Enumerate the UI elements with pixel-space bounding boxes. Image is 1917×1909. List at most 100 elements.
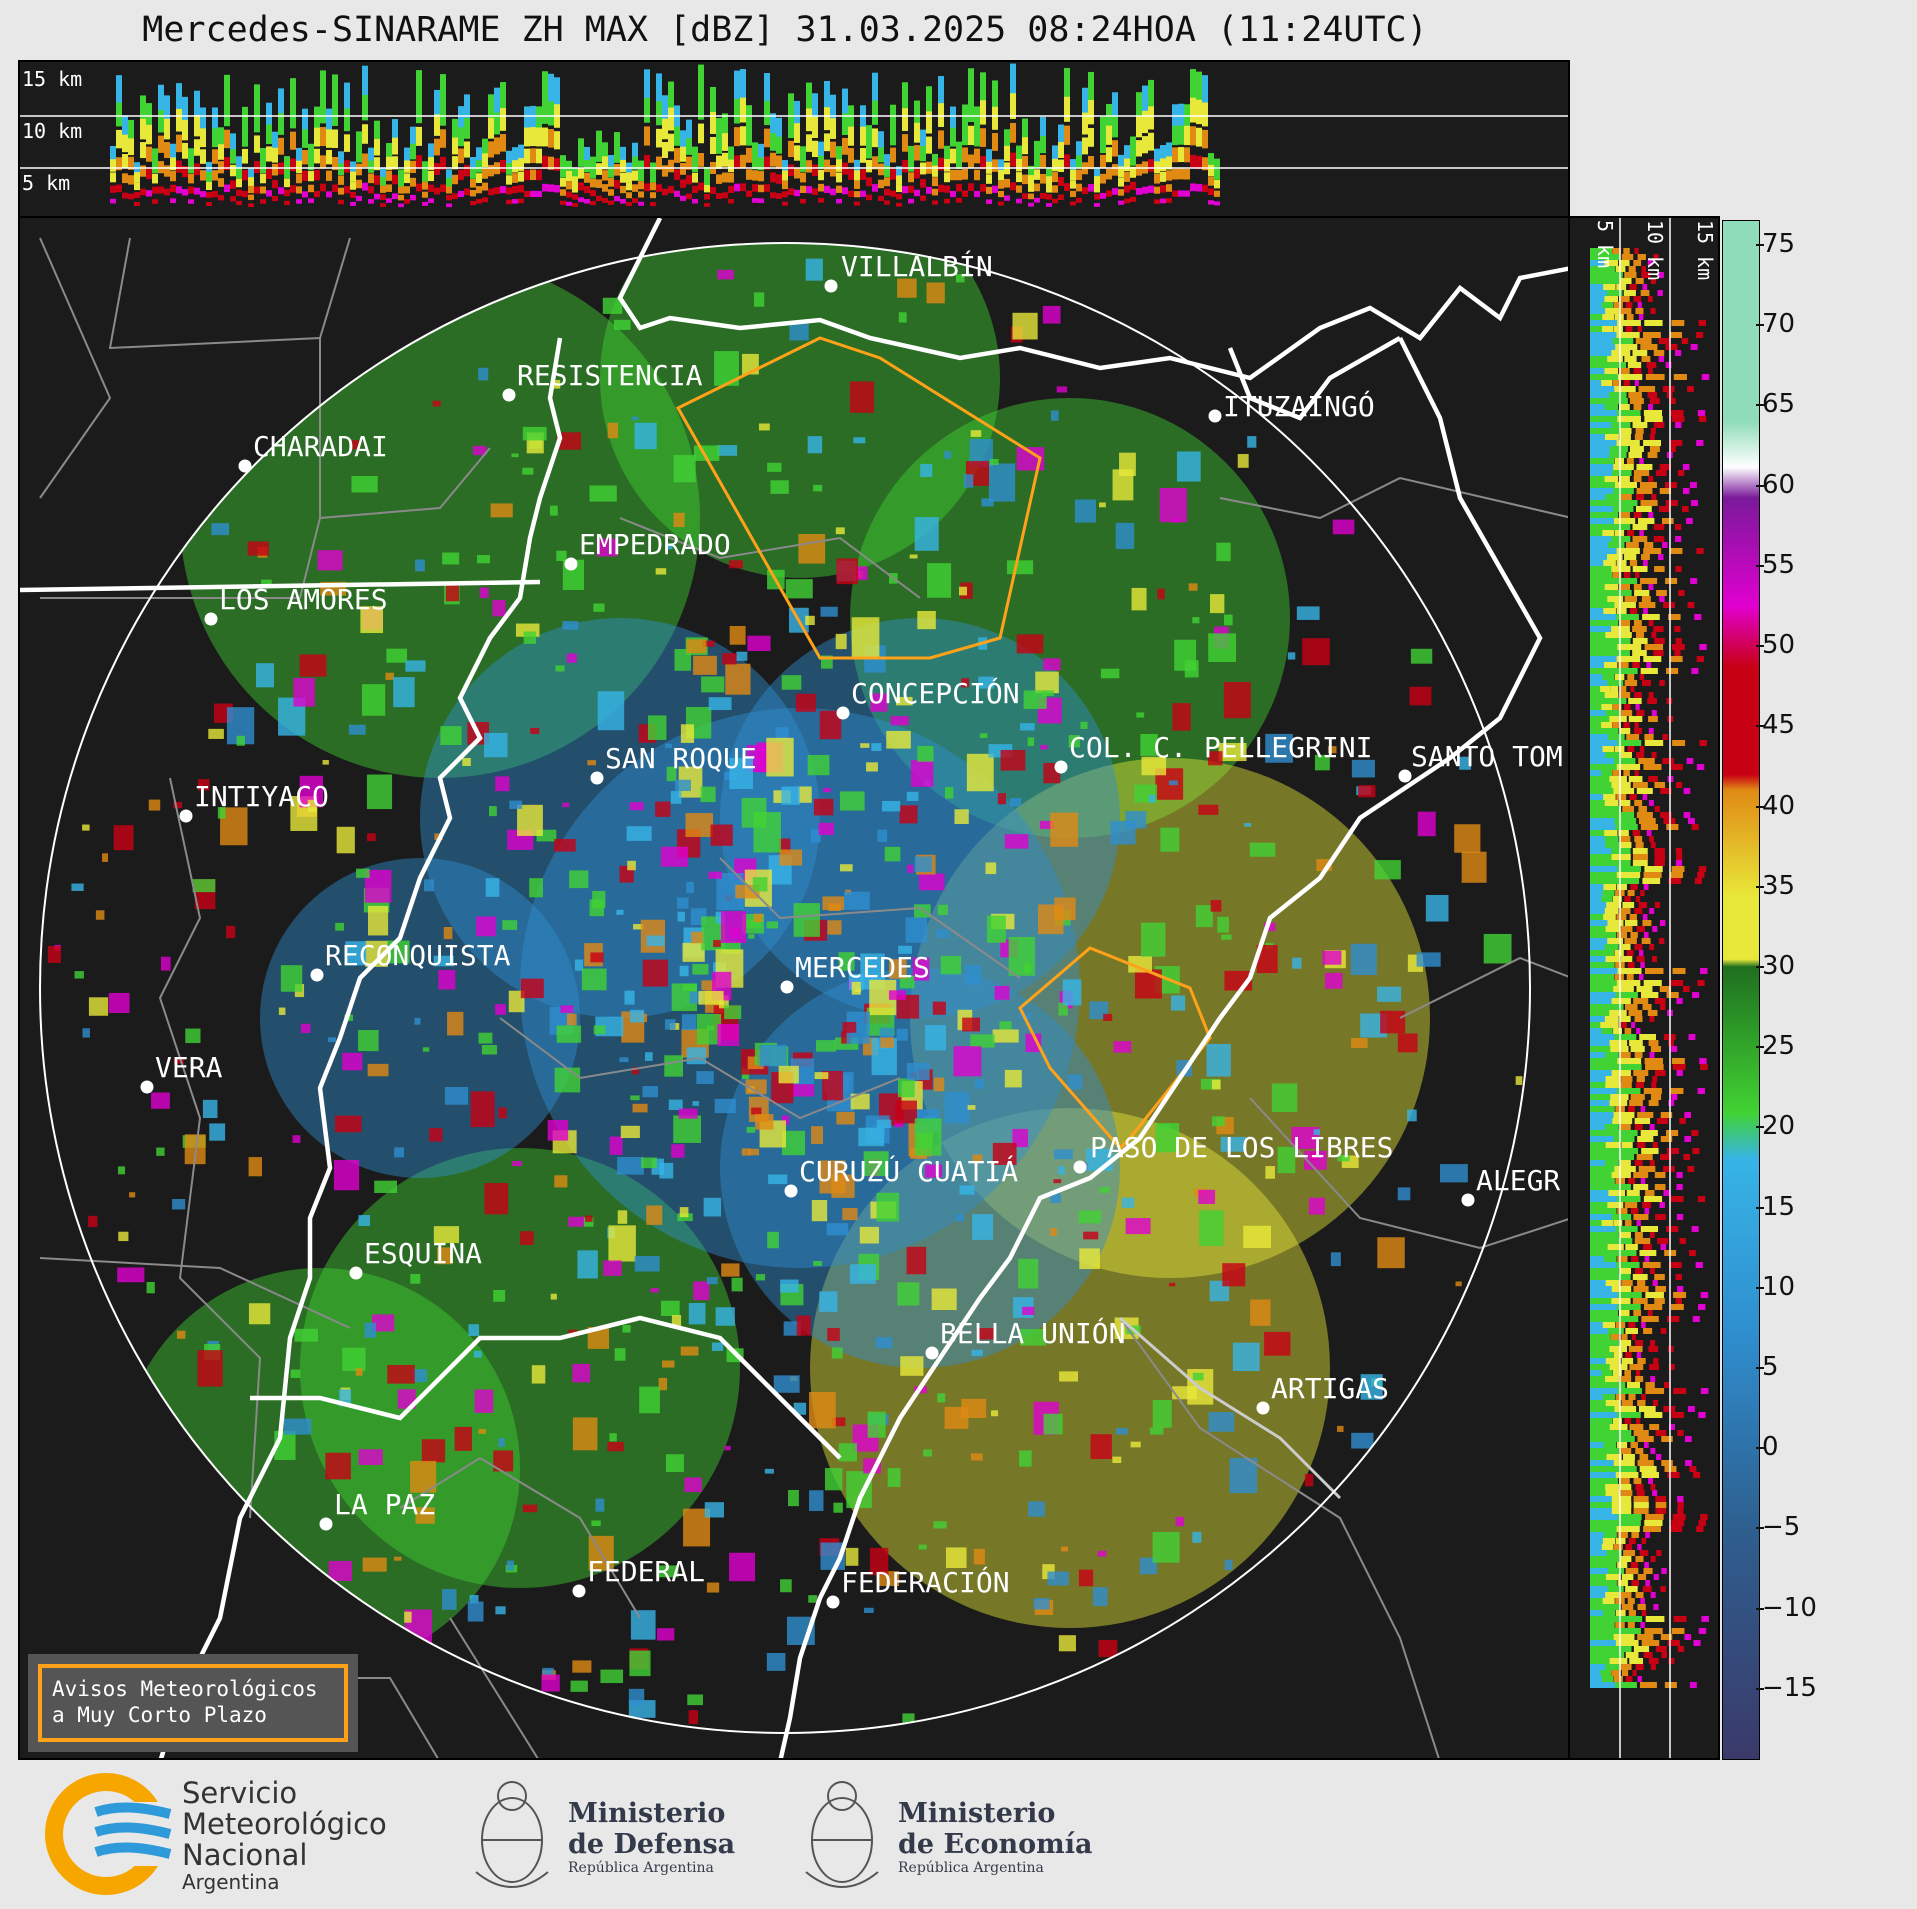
logo-graphics: [45, 1773, 879, 1895]
svg-text:INTIYACO: INTIYACO: [194, 780, 329, 813]
svg-text:CONCEPCIÓN: CONCEPCIÓN: [851, 676, 1020, 710]
smn-line-2: Meteorológico: [182, 1807, 387, 1841]
defensa-shield-icon: [475, 1781, 549, 1888]
svg-text:VILLALBÍN: VILLALBÍN: [841, 249, 993, 283]
svg-text:SANTO TOM: SANTO TOM: [1411, 740, 1563, 773]
svg-text:FEDERACIÓN: FEDERACIÓN: [841, 1565, 1010, 1599]
city-los-amores[interactable]: LOS AMORES: [204, 583, 388, 626]
colorbar-tick: 15: [1755, 1191, 1796, 1222]
colorbar-tick: 60: [1755, 469, 1796, 500]
city-labels: VILLALBÍN RESISTENCIA CHARADAI ITUZAINGÓ…: [140, 249, 1563, 1609]
svg-text:PASO DE LOS LIBRES: PASO DE LOS LIBRES: [1090, 1131, 1393, 1164]
city-villalbin[interactable]: VILLALBÍN: [824, 249, 993, 293]
smn-line-3: Nacional: [182, 1838, 308, 1872]
warnings-legend-box[interactable]: Avisos Meteorológicos a Muy Corto Plazo: [28, 1654, 358, 1752]
smn-line-4: Argentina: [182, 1870, 280, 1894]
city-empedrado[interactable]: EMPEDRADO: [564, 528, 731, 571]
colorbar-tick: 70: [1755, 309, 1796, 340]
colorbar-tick: −10: [1756, 1592, 1817, 1623]
svg-text:EMPEDRADO: EMPEDRADO: [579, 528, 731, 561]
legend-line-2: a Muy Corto Plazo: [52, 1703, 267, 1727]
svg-text:RECONQUISTA: RECONQUISTA: [325, 939, 511, 972]
svg-text:FEDERAL: FEDERAL: [587, 1555, 705, 1588]
city-charadai[interactable]: CHARADAI: [238, 430, 388, 473]
city-paso-de-los-libres[interactable]: PASO DE LOS LIBRES: [1073, 1131, 1394, 1174]
svg-text:SAN ROQUE: SAN ROQUE: [605, 742, 757, 775]
svg-text:ARTIGAS: ARTIGAS: [1271, 1372, 1389, 1405]
top-profile-svg: 15 km 10 km 5 km: [20, 63, 1568, 208]
city-la-paz[interactable]: LA PAZ: [319, 1488, 436, 1531]
smn-logo-icon: [45, 1773, 172, 1895]
city-reconquista[interactable]: RECONQUISTA: [310, 939, 511, 982]
svg-text:LA PAZ: LA PAZ: [334, 1488, 435, 1521]
top-vertical-profile: 15 km 10 km 5 km: [18, 60, 1570, 218]
colorbar-tick: 35: [1755, 870, 1796, 901]
colorbar-tick: 50: [1755, 630, 1796, 661]
city-federacion[interactable]: FEDERACIÓN: [826, 1565, 1010, 1609]
city-san-roque[interactable]: SAN ROQUE: [590, 742, 757, 785]
city-mercedes[interactable]: MERCEDES: [780, 951, 930, 994]
colorbar-tick: 75: [1755, 229, 1796, 260]
colorbar-tick: 40: [1755, 790, 1796, 821]
international-border: [1119, 1316, 1342, 1500]
colorbar-tick: 65: [1755, 389, 1796, 420]
svg-text:MERCEDES: MERCEDES: [795, 951, 930, 984]
legend-line-1: Avisos Meteorológicos: [52, 1677, 318, 1701]
smn-line-1: Servicio: [182, 1776, 298, 1810]
svg-text:CHARADAI: CHARADAI: [253, 430, 388, 463]
top-label-10km: 10 km: [22, 119, 82, 143]
economia-line-1: Ministerio: [898, 1798, 1056, 1829]
colorbar-tick: 25: [1755, 1031, 1796, 1062]
side-profile-svg: 5 km 10 km 15 km: [1590, 218, 1717, 1758]
radar-map[interactable]: VILLALBÍN RESISTENCIA CHARADAI ITUZAINGÓ…: [18, 216, 1570, 1760]
colorbar-tick: −15: [1756, 1672, 1817, 1703]
colorbar-tick: 5: [1756, 1351, 1779, 1382]
colorbar-tick: 0: [1756, 1432, 1779, 1463]
svg-text:ALEGR: ALEGR: [1476, 1164, 1560, 1197]
side-vertical-profile: 5 km 10 km 15 km: [1568, 216, 1720, 1760]
colorbar-tick: 10: [1755, 1271, 1796, 1302]
city-alegrete[interactable]: ALEGR: [1461, 1164, 1561, 1207]
city-curuzu-cuatia[interactable]: CURUZÚ CUATIÁ: [784, 1154, 1019, 1198]
range-ring: [39, 242, 1531, 1734]
city-resistencia[interactable]: RESISTENCIA: [502, 359, 703, 402]
svg-text:BELLA UNIÓN: BELLA UNIÓN: [940, 1316, 1125, 1350]
colorbar-tick: −5: [1755, 1512, 1801, 1543]
economia-line-2: de Economía: [898, 1829, 1093, 1860]
city-bella-union[interactable]: BELLA UNIÓN: [925, 1316, 1126, 1360]
economia-line-3: República Argentina: [898, 1860, 1044, 1876]
svg-text:ITUZAINGÓ: ITUZAINGÓ: [1223, 389, 1375, 423]
colorbar-tick: 20: [1755, 1111, 1796, 1142]
city-artigas[interactable]: ARTIGAS: [1256, 1372, 1390, 1415]
svg-text:CURUZÚ CUATIÁ: CURUZÚ CUATIÁ: [799, 1154, 1018, 1188]
city-vera[interactable]: VERA: [140, 1051, 223, 1094]
city-ituzaingo[interactable]: ITUZAINGÓ: [1208, 389, 1375, 423]
city-col-c-pellegrini[interactable]: COL. C. PELLEGRINI: [1054, 731, 1373, 774]
city-concepcion[interactable]: CONCEPCIÓN: [836, 676, 1020, 720]
colorbar-tick: 30: [1755, 950, 1796, 981]
dbz-colorbar: [1722, 220, 1760, 1760]
svg-text:ESQUINA: ESQUINA: [364, 1237, 482, 1270]
warning-polygon-east[interactable]: [1018, 946, 1212, 1151]
colorbar-tick: 45: [1755, 710, 1796, 741]
top-label-15km: 15 km: [22, 67, 82, 91]
city-esquina[interactable]: ESQUINA: [349, 1237, 483, 1280]
radar-map-svg: VILLALBÍN RESISTENCIA CHARADAI ITUZAINGÓ…: [20, 218, 1568, 1758]
city-federal[interactable]: FEDERAL: [572, 1555, 706, 1598]
province-boundaries: [39, 237, 1568, 1758]
top-label-5km: 5 km: [22, 171, 70, 195]
svg-text:COL. C. PELLEGRINI: COL. C. PELLEGRINI: [1069, 731, 1372, 764]
reflectivity-echoes: [47, 243, 1523, 1728]
footer-logos: Servicio Meteorológico Nacional Argentin…: [0, 1762, 1917, 1909]
side-label-10km: 10 km: [1643, 220, 1667, 280]
defensa-line-2: de Defensa: [568, 1829, 736, 1860]
city-intiyaco[interactable]: INTIYACO: [179, 780, 329, 823]
warning-polygon-north[interactable]: [675, 336, 1042, 660]
svg-text:RESISTENCIA: RESISTENCIA: [517, 359, 703, 392]
page-title: Mercedes-SINARAME ZH MAX [dBZ] 31.03.202…: [142, 10, 1428, 50]
defensa-line-3: República Argentina: [568, 1860, 714, 1876]
city-santo-tome[interactable]: SANTO TOM: [1398, 740, 1563, 783]
side-label-15km: 15 km: [1693, 220, 1717, 280]
colorbar-tick: 55: [1755, 549, 1796, 580]
side-label-5km: 5 km: [1593, 220, 1617, 268]
